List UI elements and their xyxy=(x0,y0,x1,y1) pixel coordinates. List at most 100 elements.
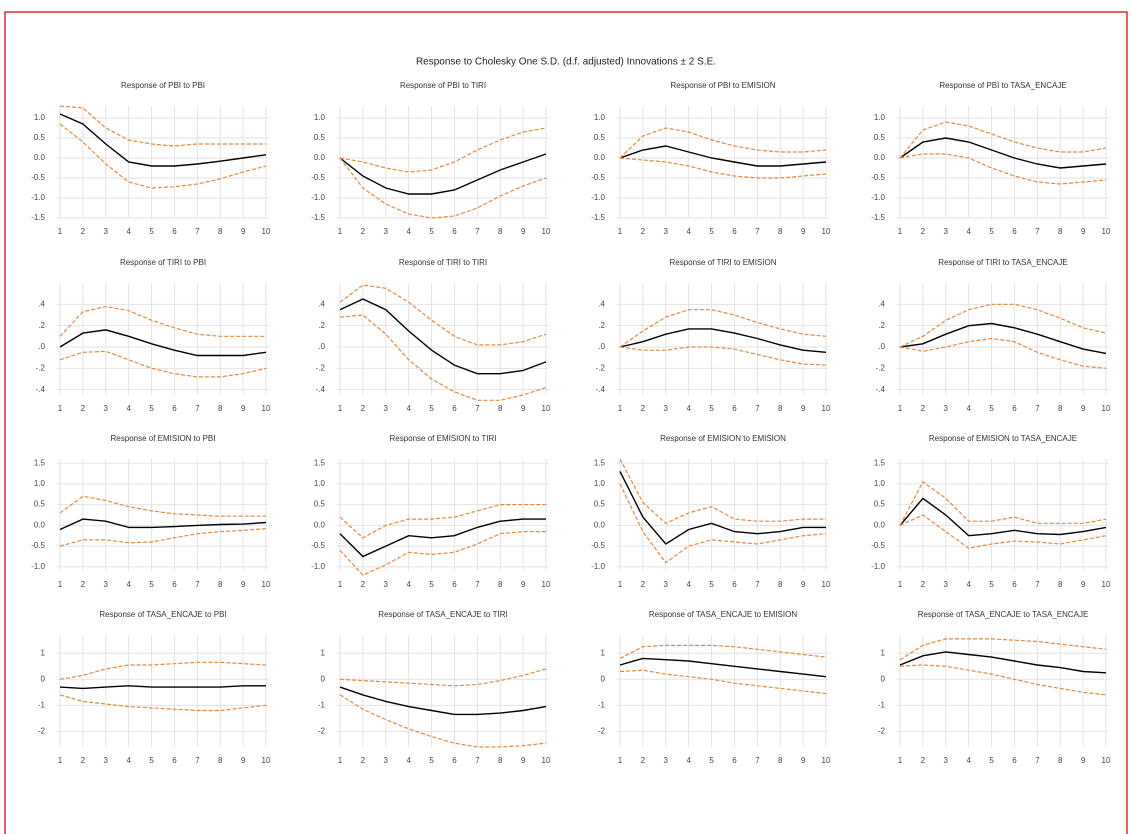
y-tick-label: 1.5 xyxy=(874,458,886,467)
x-tick-label: 9 xyxy=(801,404,806,413)
y-tick-label: 0.5 xyxy=(314,500,326,509)
x-tick-label: 5 xyxy=(989,580,994,589)
x-tick-label: 9 xyxy=(241,756,246,765)
chart-title: Response of TIRI to EMISION xyxy=(669,258,776,267)
y-tick-label: 0.5 xyxy=(314,133,326,142)
x-tick-label: 10 xyxy=(1102,227,1111,236)
y-tick-label: .2 xyxy=(878,321,885,330)
y-tick-label: 1.5 xyxy=(314,458,326,467)
x-tick-label: 4 xyxy=(966,227,971,236)
response-line xyxy=(899,497,1107,537)
x-tick-label: 1 xyxy=(618,756,623,765)
y-tick-label: -0.5 xyxy=(31,173,45,182)
x-tick-label: 7 xyxy=(1035,580,1040,589)
x-tick-label: 3 xyxy=(104,227,109,236)
x-tick-label: 3 xyxy=(104,756,109,765)
y-tick-label: -2 xyxy=(38,726,46,735)
y-tick-label: -1.0 xyxy=(871,193,885,202)
x-tick-label: 6 xyxy=(452,227,457,236)
frame xyxy=(4,11,1128,834)
x-tick-label: 10 xyxy=(822,580,831,589)
x-tick-label: 9 xyxy=(521,227,526,236)
x-tick-label: 9 xyxy=(801,580,806,589)
x-tick-label: 3 xyxy=(944,580,949,589)
chart-title: Response of PBI to TASA_ENCAJE xyxy=(939,81,1066,90)
y-tick-label: 0.0 xyxy=(314,520,326,529)
band-line xyxy=(619,346,827,366)
x-tick-label: 7 xyxy=(195,227,200,236)
x-tick-label: 6 xyxy=(732,404,737,413)
x-tick-label: 5 xyxy=(429,227,434,236)
y-tick-label: -.4 xyxy=(316,385,326,394)
band-line xyxy=(59,350,267,378)
y-tick-label: -.4 xyxy=(596,385,606,394)
x-tick-label: 10 xyxy=(542,404,551,413)
response-line xyxy=(899,322,1107,355)
x-tick-label: 5 xyxy=(709,404,714,413)
y-tick-label: -1.0 xyxy=(31,562,45,571)
x-tick-label: 10 xyxy=(542,580,551,589)
y-tick-label: 1.5 xyxy=(594,458,606,467)
x-tick-label: 5 xyxy=(149,580,154,589)
x-tick-label: 6 xyxy=(172,227,177,236)
x-tick-label: 4 xyxy=(406,227,411,236)
x-tick-label: 9 xyxy=(521,404,526,413)
y-tick-label: -1 xyxy=(38,700,46,709)
x-tick-label: 2 xyxy=(921,580,926,589)
y-tick-label: 0.5 xyxy=(594,500,606,509)
band-line xyxy=(339,504,546,539)
x-tick-label: 2 xyxy=(641,756,646,765)
band-line xyxy=(59,528,267,547)
band-line xyxy=(899,153,1107,185)
x-tick-label: 1 xyxy=(338,227,343,236)
y-tick-label: .4 xyxy=(318,299,325,308)
y-tick-label: 1.0 xyxy=(34,113,46,122)
x-tick-label: 2 xyxy=(361,580,366,589)
x-tick-label: 3 xyxy=(944,404,949,413)
x-tick-label: 8 xyxy=(498,227,503,236)
chart-title: Response of TASA_ENCAJE to TIRI xyxy=(378,610,507,619)
x-tick-label: 8 xyxy=(778,404,783,413)
chart-title: Response of TIRI to PBI xyxy=(120,258,206,267)
y-tick-label: -.4 xyxy=(36,385,46,394)
response-line xyxy=(899,137,1107,169)
band-line xyxy=(339,314,547,401)
x-tick-label: 8 xyxy=(218,404,223,413)
y-tick-label: -2 xyxy=(878,726,886,735)
y-tick-label: -1.0 xyxy=(31,193,45,202)
x-tick-label: 10 xyxy=(1102,404,1111,413)
response-line xyxy=(59,113,267,167)
y-tick-label: -0.5 xyxy=(311,173,325,182)
x-tick-label: 8 xyxy=(778,756,783,765)
y-tick-label: .0 xyxy=(878,342,885,351)
x-tick-label: 1 xyxy=(618,227,623,236)
x-tick-label: 4 xyxy=(966,580,971,589)
x-tick-label: 1 xyxy=(58,404,63,413)
y-tick-label: -1.0 xyxy=(311,562,325,571)
x-tick-label: 4 xyxy=(686,756,691,765)
x-tick-label: 2 xyxy=(921,756,926,765)
y-tick-label: 1.0 xyxy=(594,479,606,488)
x-tick-label: 6 xyxy=(452,404,457,413)
x-tick-label: 4 xyxy=(686,404,691,413)
x-tick-label: 10 xyxy=(542,756,551,765)
x-tick-label: 1 xyxy=(338,756,343,765)
y-tick-label: 0 xyxy=(601,674,606,683)
y-tick-label: -1 xyxy=(318,700,326,709)
y-tick-label: 1.0 xyxy=(594,113,606,122)
y-tick-label: -1.5 xyxy=(31,213,45,222)
x-tick-label: 3 xyxy=(104,404,109,413)
band-line xyxy=(899,514,1107,549)
x-tick-label: 5 xyxy=(989,756,994,765)
y-tick-label: 1.0 xyxy=(874,113,886,122)
x-tick-label: 8 xyxy=(778,580,783,589)
x-tick-label: 6 xyxy=(172,756,177,765)
response-line xyxy=(339,153,547,195)
x-tick-label: 1 xyxy=(618,404,623,413)
x-tick-label: 8 xyxy=(218,756,223,765)
y-tick-label: -1 xyxy=(598,700,606,709)
x-tick-label: 8 xyxy=(1058,227,1063,236)
y-tick-label: -0.5 xyxy=(871,541,885,550)
x-tick-label: 1 xyxy=(58,756,63,765)
